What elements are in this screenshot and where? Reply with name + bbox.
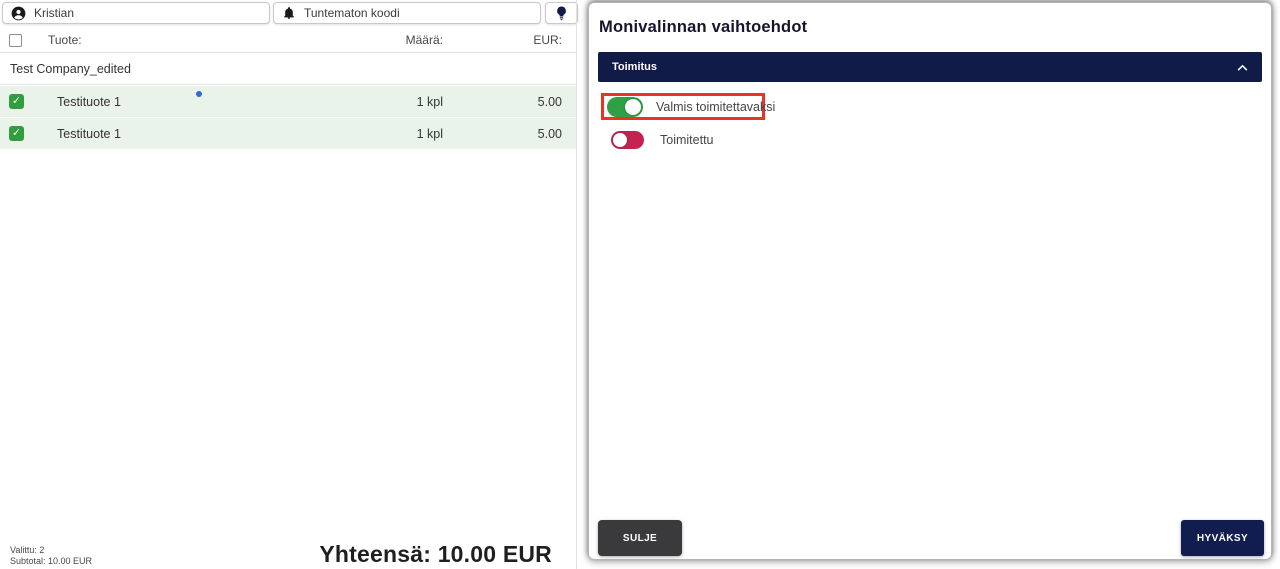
toggle-label: Valmis toimitettavaksi [656,99,776,114]
company-group-label: Test Company_edited [10,61,131,76]
table-row[interactable]: ✓ Testituote 1 1 kpl 5.00 [0,118,576,149]
select-all-checkbox[interactable] [9,33,22,47]
table-row[interactable]: ✓ Testituote 1 1 kpl 5.00 [0,86,576,117]
toggle-knob [613,133,627,147]
row-checkbox-checked[interactable]: ✓ [9,126,24,141]
lightbulb-button[interactable] [545,2,578,24]
highlight-box: Valmis toimitettavaksi [601,93,775,120]
user-name-input-wrap [2,2,270,24]
accordion-toimitus[interactable]: Toimitus [598,52,1262,82]
product-price: 5.00 [537,126,562,141]
selected-count: Valittu: 2 [10,545,45,555]
cursor-dot [196,91,202,97]
company-group-row[interactable]: Test Company_edited [0,53,576,85]
user-name-input[interactable] [34,6,261,20]
bell-icon [282,6,296,20]
product-name: Testituote 1 [57,126,121,141]
price-column-header: EUR: [533,33,562,47]
close-button[interactable]: SULJE [598,520,682,556]
table-header-row: Tuote: Määrä: EUR: [0,28,576,53]
product-column-header: Tuote: [48,33,82,47]
modal-title: Monivalinnan vaihtoehdot [599,18,808,36]
product-name: Testituote 1 [57,94,121,109]
toggle-toimitettu[interactable] [611,131,644,149]
product-qty: 1 kpl [416,94,443,109]
accordion-label: Toimitus [612,61,658,73]
person-icon [11,6,26,21]
toggle-knob [625,98,641,115]
lightbulb-icon [555,6,568,21]
code-input[interactable] [304,6,532,20]
pane-divider [576,0,577,569]
grand-total: Yhteensä: 10.00 EUR [319,541,552,567]
row-checkbox-checked[interactable]: ✓ [9,94,24,109]
toggle-row: Toimitettu [611,131,714,149]
chevron-up-icon [1237,64,1248,71]
product-price: 5.00 [537,94,562,109]
accept-button[interactable]: HYVÄKSY [1181,520,1264,556]
code-input-wrap [273,2,541,24]
toggle-label: Toimitettu [660,133,714,147]
product-qty: 1 kpl [416,126,443,141]
multiselect-options-modal: Monivalinnan vaihtoehdot Toimitus Valmis… [588,2,1272,560]
quantity-column-header: Määrä: [405,33,443,47]
toggle-valmis-toimitettavaksi[interactable] [607,96,643,117]
subtotal-text: Subtotal: 10.00 EUR [10,556,93,566]
